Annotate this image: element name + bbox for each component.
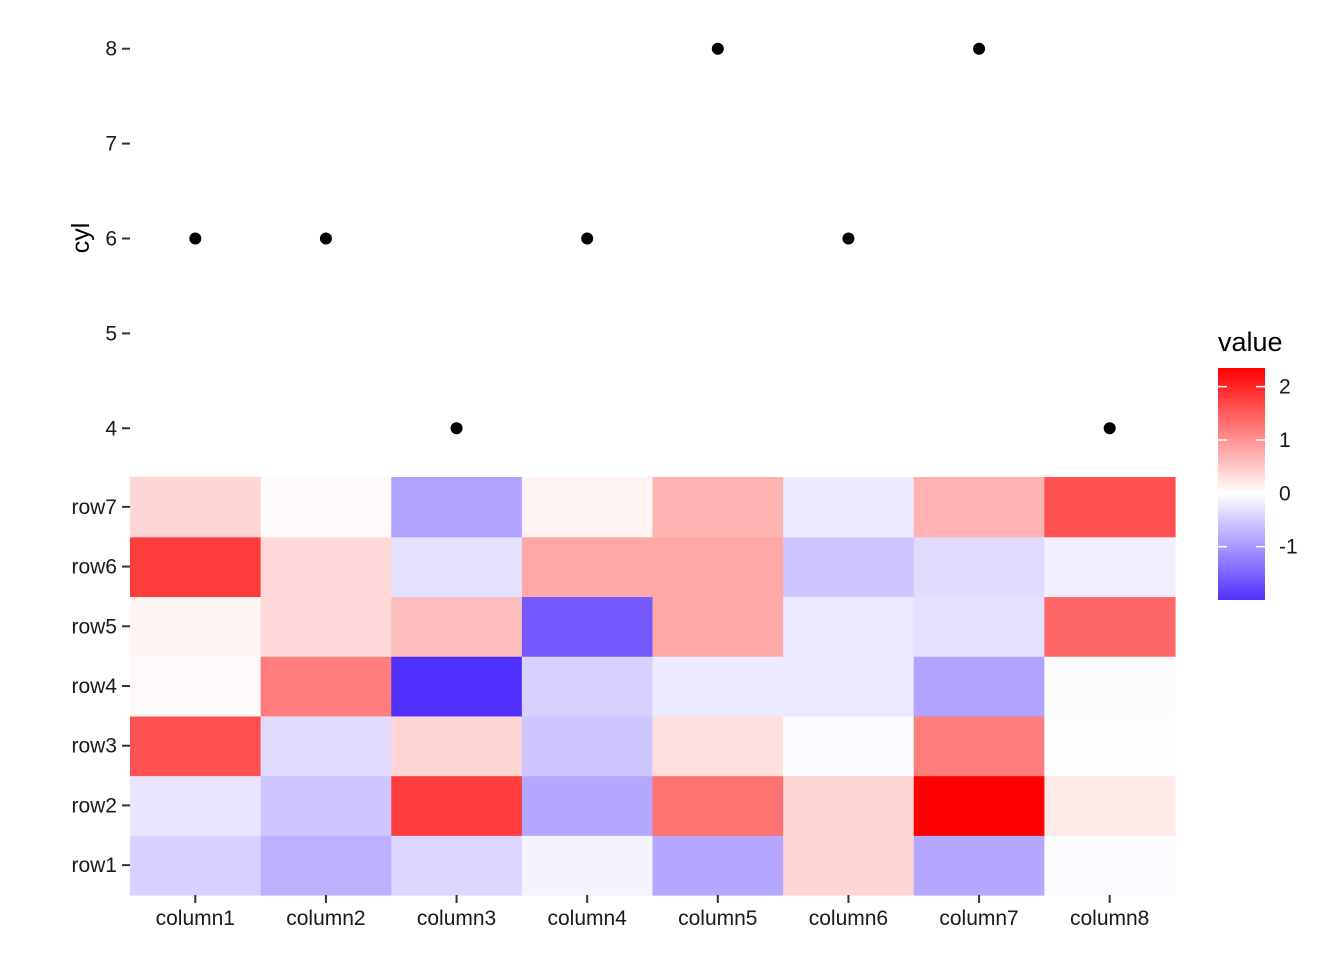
heatmap-cell [260, 715, 392, 777]
legend-tick-label: 1 [1279, 429, 1291, 452]
scatter-point [450, 422, 463, 435]
heatmap-cell [521, 656, 654, 717]
legend-tick-label: 2 [1279, 376, 1291, 399]
heatmap-cell [913, 477, 1045, 538]
column-label: column7 [939, 907, 1018, 930]
scatter-point [711, 42, 724, 55]
y-tick-label: 8 [105, 38, 117, 61]
heatmap-cell [1044, 596, 1176, 657]
column-label: column1 [156, 907, 235, 930]
heatmap-cell [913, 715, 1045, 777]
heatmap-cell [913, 536, 1045, 598]
column-label: column4 [547, 907, 627, 930]
heatmap-cell [783, 835, 915, 896]
heatmap-cell [652, 775, 784, 836]
heatmap-cell [521, 715, 654, 777]
heatmap-cell [391, 656, 523, 717]
row-label: row5 [71, 615, 117, 638]
legend: value 2 1 0 -1 [1218, 327, 1298, 600]
y-axis-title: cyl [67, 223, 95, 254]
row-label: row1 [71, 854, 117, 877]
heatmap-cell [652, 715, 784, 777]
heatmap-cell [652, 536, 784, 598]
heatmap-cell [391, 715, 523, 777]
scatter-point [581, 232, 594, 245]
heatmap-cell [260, 835, 392, 896]
heatmap-cell [130, 656, 262, 717]
heatmap-cell [130, 536, 262, 598]
heatmap-cell [521, 596, 654, 657]
heatmap-cell [652, 656, 784, 717]
column-label: column6 [809, 907, 888, 930]
heatmap-cell [652, 477, 784, 538]
row-label: row2 [71, 794, 117, 817]
heatmap-cell [521, 775, 654, 836]
heatmap-cell [260, 536, 392, 598]
row-label: row7 [71, 496, 117, 519]
heatmap-cell [391, 596, 523, 657]
heatmap-cell [130, 835, 262, 896]
heatmap-cell [260, 656, 392, 717]
row-label: row4 [71, 675, 117, 698]
scatter-point [1103, 422, 1116, 435]
heatmap-cell [913, 596, 1045, 657]
heatmap-cell [521, 835, 654, 896]
column-label: column8 [1070, 907, 1149, 930]
heatmap-cell [783, 536, 915, 598]
heatmap-cell [783, 477, 915, 538]
heatmap-cell [260, 477, 392, 538]
heatmap-cell [783, 775, 915, 836]
heatmap-cell [391, 536, 523, 598]
heatmap-panel: row1 row2 row3 row4 row5 row6 row7 column1 colum… [71, 477, 1176, 930]
heatmap-cell [1044, 835, 1176, 896]
heatmap-cell [521, 477, 654, 538]
legend-tick-label: -1 [1279, 536, 1298, 559]
y-tick-label: 4 [105, 417, 117, 440]
row-label: row3 [71, 735, 117, 758]
row-label: row6 [71, 556, 117, 579]
legend-colorbar [1218, 368, 1265, 600]
heatmap-cell [1044, 715, 1176, 777]
heatmap-cell [652, 835, 784, 896]
heatmap-cell [260, 596, 392, 657]
heatmap-cell [913, 775, 1045, 836]
heatmap-cell [260, 775, 392, 836]
heatmap-cell [521, 536, 654, 598]
y-tick-label: 5 [105, 322, 117, 345]
scatter-point [842, 232, 855, 245]
heatmap-cell [391, 477, 523, 538]
heatmap-cell [783, 715, 915, 777]
heatmap-cell [130, 596, 262, 657]
heatmap-cell [1044, 477, 1176, 538]
heatmap-cell [130, 715, 262, 777]
y-tick-label: 6 [105, 228, 117, 251]
column-label: column2 [286, 907, 365, 930]
scatter-point [973, 42, 986, 55]
heatmap-cell [1044, 536, 1176, 598]
heatmap-cell [652, 596, 784, 657]
heatmap-cell [1044, 775, 1176, 836]
column-label: column3 [417, 907, 496, 930]
legend-tick-label: 0 [1279, 482, 1291, 505]
heatmap-cell [130, 477, 262, 538]
heatmap-cell [783, 596, 915, 657]
heatmap-cell [783, 656, 915, 717]
column-label: column5 [678, 907, 757, 930]
heatmap-cell [913, 835, 1045, 896]
heatmap-cell [391, 775, 523, 836]
scatter-panel: 4 5 6 7 8 [105, 38, 1116, 440]
heatmap-cell [130, 775, 262, 836]
heatmap-cell [913, 656, 1045, 717]
y-tick-label: 7 [105, 133, 117, 156]
heatmap-cell [1044, 656, 1176, 717]
heatmap-cell [391, 835, 523, 896]
legend-title: value [1218, 327, 1283, 357]
scatter-point [319, 232, 332, 245]
scatter-point [189, 232, 202, 245]
